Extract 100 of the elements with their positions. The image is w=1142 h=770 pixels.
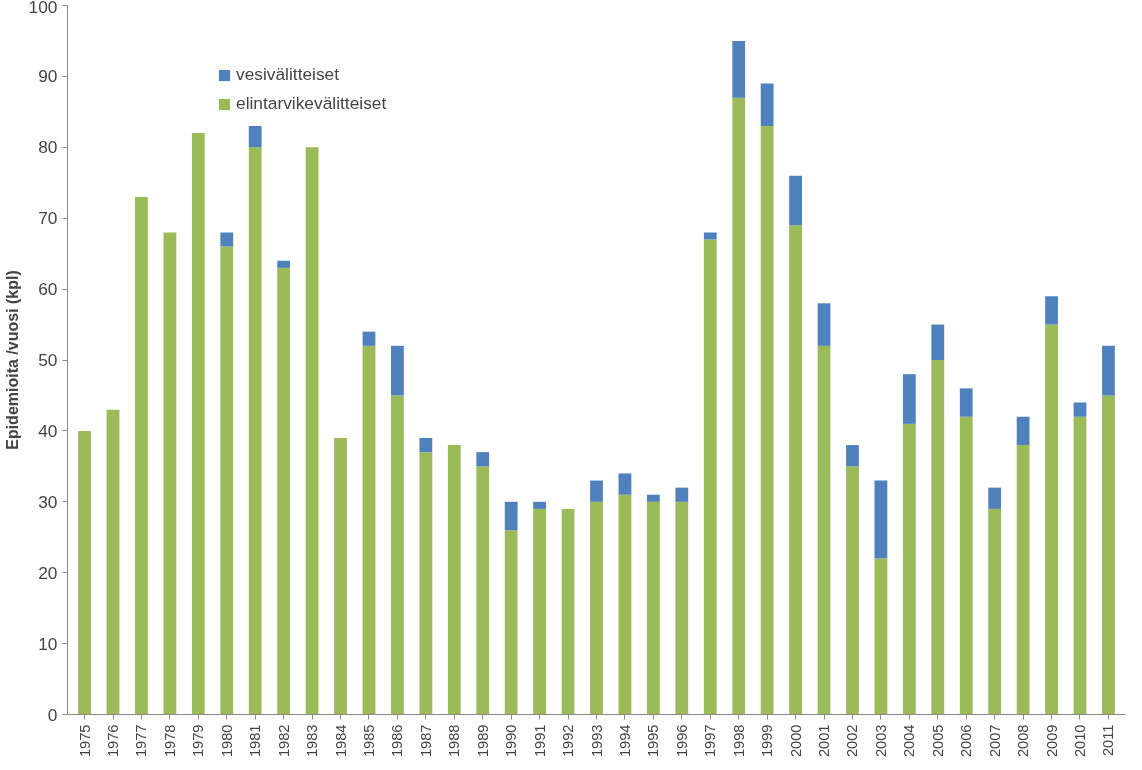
bar [476,466,490,715]
bar [533,501,547,509]
bar [504,530,518,715]
x-tick-label: 2007 [986,724,1003,758]
bar [959,388,973,417]
x-tick-label: 2000 [787,724,804,758]
x-tick-label: 1984 [332,724,349,758]
x-tick-label: 1992 [560,724,577,758]
bar [760,83,774,127]
y-tick-label: 70 [38,208,58,229]
bar [447,445,461,715]
x-tick-label: 1980 [218,724,235,758]
bar [220,246,234,715]
bar [1016,445,1030,715]
bar [988,508,1002,715]
bar [846,466,859,715]
bar [362,345,376,715]
bar [191,133,205,715]
bar [78,430,91,715]
y-tick-label: 60 [38,279,58,300]
x-tick-label: 2005 [929,724,946,758]
bar [703,232,717,240]
bar [874,480,888,559]
bar [988,487,1002,509]
x-tick-label: 1993 [588,724,605,758]
bar [618,494,632,715]
x-tick-label: 2001 [816,724,833,758]
bar [277,260,291,268]
bar [789,175,802,226]
x-tick-label: 1976 [105,724,122,758]
bar [590,501,603,715]
x-tick-label: 1978 [161,724,178,758]
bar [561,508,575,715]
bar [931,360,945,715]
y-tick-label: 100 [28,0,58,17]
bar [220,232,234,247]
x-tick-label: 2004 [901,724,918,758]
y-axis-title: Epidemioita /vuosi (kpl) [3,270,21,450]
x-tick-label: 1995 [645,724,662,758]
bar [476,452,490,467]
y-tick-label: 50 [38,350,58,370]
bar [1102,395,1115,715]
y-tick-label: 40 [38,420,58,441]
legend-label: vesivälitteiset [236,64,340,85]
bar [1045,296,1058,325]
bar [334,437,347,715]
x-tick-label: 1989 [474,724,491,758]
bar [1102,345,1115,396]
y-tick-label: 80 [38,137,58,158]
bar [675,501,689,715]
x-tick-label: 2011 [1100,724,1117,757]
bar [419,452,433,715]
x-tick-label: 1998 [730,724,747,758]
bar [618,473,632,495]
bar [817,345,831,715]
x-tick-label: 1999 [759,724,776,758]
bar [732,97,746,715]
x-tick-label: 1985 [360,724,377,758]
bar [391,395,404,715]
bar [760,126,774,715]
x-tick-label: 2006 [958,724,975,758]
x-tick-label: 2008 [1015,724,1032,758]
bar [1073,416,1087,715]
bar [789,225,802,715]
x-tick-label: 2010 [1071,724,1088,758]
x-tick-label: 2003 [872,724,889,758]
bar [902,423,916,715]
bar [959,416,973,715]
legend-label: elintarvikevälitteiset [236,93,387,114]
bar [533,508,547,715]
x-tick-label: 2009 [1043,724,1060,758]
x-tick-label: 1979 [190,724,207,758]
bar [277,267,291,715]
x-tick-label: 1994 [616,724,633,758]
x-tick-label: 1988 [446,724,463,758]
bar [248,147,262,715]
bar [732,40,746,98]
x-tick-label: 1977 [133,724,150,758]
bar [1045,324,1058,715]
y-tick-label: 20 [38,562,58,583]
x-tick-label: 1991 [531,724,548,758]
y-tick-label: 90 [38,66,58,87]
x-tick-label: 1997 [702,724,719,758]
y-tick-label: 30 [38,491,58,512]
bar [931,324,945,360]
bar [106,409,120,715]
x-tick-label: 1975 [76,724,93,758]
x-tick-label: 1981 [247,724,264,758]
bar [1073,402,1087,417]
bar [419,437,433,453]
bar [504,501,518,531]
bar [1016,416,1030,446]
bar [590,480,603,502]
x-tick-label: 1987 [417,724,434,758]
bar [362,331,376,346]
bar [846,445,859,467]
bar [646,501,660,715]
bar [135,196,148,715]
bar [248,126,262,148]
bar [874,558,888,715]
